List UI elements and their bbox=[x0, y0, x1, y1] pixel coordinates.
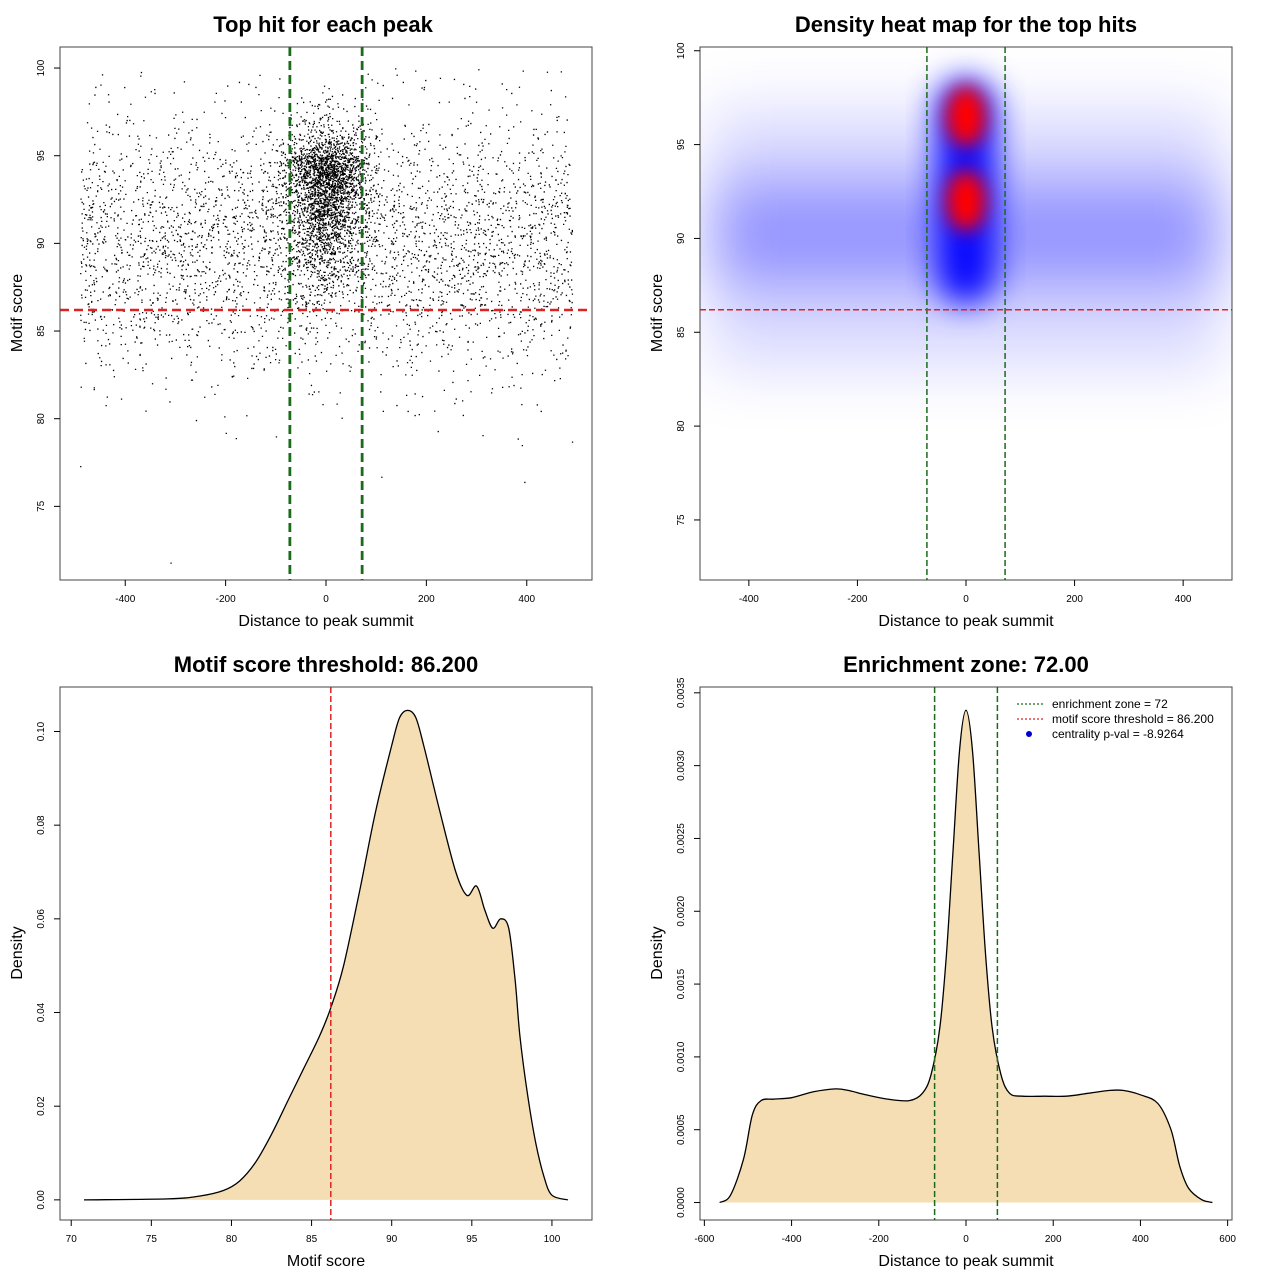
x-tick-label: 600 bbox=[1219, 1234, 1236, 1245]
density-fill bbox=[719, 710, 1213, 1203]
x-tick-label: 85 bbox=[306, 1234, 318, 1245]
scatter-xlabel: Distance to peak summit bbox=[238, 613, 414, 630]
y-tick-label: 75 bbox=[676, 514, 687, 526]
y-tick-label: 80 bbox=[36, 413, 47, 425]
y-tick-label: 0.0000 bbox=[676, 1187, 687, 1218]
x-tick-label: -200 bbox=[847, 594, 867, 605]
y-tick-label: 0.06 bbox=[36, 909, 47, 929]
heatmap-ylabel: Motif score bbox=[649, 274, 666, 352]
legend-label-threshold: motif score threshold = 86.200 bbox=[1052, 712, 1214, 726]
score-density-y-axis: 0.00 0.02 0.04 0.06 0.08 0.10 bbox=[36, 721, 60, 1210]
x-tick-label: 200 bbox=[1066, 594, 1083, 605]
y-tick-label: 85 bbox=[36, 325, 47, 337]
x-tick-label: 100 bbox=[544, 1234, 561, 1245]
scatter-x-axis: -400 -200 0 200 400 bbox=[115, 580, 536, 605]
scatter-ylabel: Motif score bbox=[9, 274, 26, 352]
x-tick-label: 0 bbox=[963, 594, 969, 605]
heatmap-panel: Density heat map for the top hits -400 -2… bbox=[649, 12, 1233, 630]
x-tick-label: -200 bbox=[869, 1234, 889, 1245]
distance-density-x-axis: -600 -400 -200 0 200 400 600 bbox=[694, 1220, 1236, 1245]
heatmap-hotspot bbox=[946, 86, 986, 147]
distance-density-xlabel: Distance to peak summit bbox=[878, 1253, 1054, 1270]
scatter-panel: Top hit for each peak -400 -200 0 200 400 75… bbox=[9, 12, 593, 630]
x-tick-label: 200 bbox=[1045, 1234, 1062, 1245]
x-tick-label: 400 bbox=[518, 594, 535, 605]
scatter-y-axis: 75 80 85 90 95 100 bbox=[36, 59, 60, 512]
score-density-x-axis: 70 75 80 85 90 95 100 bbox=[66, 1220, 561, 1245]
score-density-panel: Motif score threshold: 86.200 70 75 80 85 90… bbox=[9, 652, 593, 1270]
density-curve bbox=[83, 709, 569, 1201]
y-tick-label: 0.0010 bbox=[676, 1041, 687, 1072]
score-density-area bbox=[83, 709, 569, 1201]
x-tick-label: 400 bbox=[1132, 1234, 1149, 1245]
y-tick-label: 95 bbox=[36, 150, 47, 162]
legend: enrichment zone = 72 motif score thresho… bbox=[1017, 697, 1214, 741]
x-tick-label: 0 bbox=[963, 1234, 969, 1245]
heatmap-density bbox=[700, 47, 1232, 580]
x-tick-label: -400 bbox=[115, 594, 135, 605]
x-tick-label: -400 bbox=[739, 594, 759, 605]
x-tick-label: 90 bbox=[386, 1234, 398, 1245]
density-curve bbox=[719, 709, 1213, 1204]
legend-swatch-pval bbox=[1026, 731, 1032, 737]
y-tick-label: 90 bbox=[36, 237, 47, 249]
heatmap-xlabel: Distance to peak summit bbox=[878, 613, 1054, 630]
y-tick-label: 0.0025 bbox=[676, 823, 687, 854]
x-tick-label: 70 bbox=[66, 1234, 78, 1245]
x-tick-label: -200 bbox=[216, 594, 236, 605]
x-tick-label: -400 bbox=[782, 1234, 802, 1245]
score-density-title: Motif score threshold: 86.200 bbox=[174, 652, 478, 677]
legend-label-pval: centrality p-val = -8.9264 bbox=[1052, 727, 1184, 741]
y-tick-label: 0.10 bbox=[36, 721, 47, 741]
y-tick-label: 100 bbox=[676, 42, 687, 59]
y-tick-label: 0.0035 bbox=[676, 677, 687, 708]
y-tick-label: 90 bbox=[676, 232, 687, 244]
distance-density-title: Enrichment zone: 72.00 bbox=[843, 652, 1089, 677]
score-density-plot-frame bbox=[59, 686, 593, 1221]
score-density-xlabel: Motif score bbox=[287, 1253, 365, 1270]
y-tick-label: 75 bbox=[36, 500, 47, 512]
distance-density-panel: Enrichment zone: 72.00 -600 -400 -200 0 200 4… bbox=[649, 652, 1236, 1270]
x-tick-label: 400 bbox=[1175, 594, 1192, 605]
scatter-point-cloud bbox=[80, 68, 574, 564]
heatmap-title: Density heat map for the top hits bbox=[795, 12, 1137, 37]
y-tick-label: 0.0005 bbox=[676, 1114, 687, 1145]
y-tick-label: 100 bbox=[36, 59, 47, 76]
y-tick-label: 0.08 bbox=[36, 815, 47, 835]
scatter-points bbox=[80, 68, 574, 564]
scatter-reference-lines bbox=[60, 47, 592, 580]
x-tick-label: -600 bbox=[694, 1234, 714, 1245]
heatmap-hotspot bbox=[946, 170, 986, 231]
y-tick-label: 0.0030 bbox=[676, 750, 687, 781]
y-tick-label: 95 bbox=[676, 139, 687, 151]
distance-density-ylabel: Density bbox=[649, 926, 666, 979]
y-tick-label: 0.02 bbox=[36, 1096, 47, 1116]
enrichment-zone-lines bbox=[933, 687, 999, 1220]
distance-density-y-axis: 0.0000 0.0005 0.0010 0.0015 0.0020 0.0025 0.00… bbox=[676, 677, 700, 1218]
scatter-title: Top hit for each peak bbox=[213, 12, 433, 37]
heatmap-reference-lines bbox=[700, 47, 1232, 580]
x-tick-label: 200 bbox=[418, 594, 435, 605]
x-tick-label: 0 bbox=[323, 594, 329, 605]
y-tick-label: 80 bbox=[676, 420, 687, 432]
heatmap-hotspots bbox=[946, 86, 986, 231]
distance-density-area bbox=[719, 709, 1213, 1204]
y-tick-label: 85 bbox=[676, 326, 687, 338]
heatmap-x-axis: -400 -200 0 200 400 bbox=[739, 580, 1192, 605]
x-tick-label: 80 bbox=[226, 1234, 238, 1245]
x-tick-label: 75 bbox=[146, 1234, 158, 1245]
y-tick-label: 0.04 bbox=[36, 1002, 47, 1022]
y-tick-label: 0.0015 bbox=[676, 968, 687, 999]
legend-label-enrichment: enrichment zone = 72 bbox=[1052, 697, 1168, 711]
y-tick-label: 0.0020 bbox=[676, 896, 687, 927]
y-tick-label: 0.00 bbox=[36, 1190, 47, 1210]
heatmap-y-axis: 75 80 85 90 95 100 bbox=[676, 42, 700, 526]
density-fill bbox=[84, 710, 568, 1200]
x-tick-label: 95 bbox=[466, 1234, 478, 1245]
score-density-ylabel: Density bbox=[9, 926, 26, 979]
